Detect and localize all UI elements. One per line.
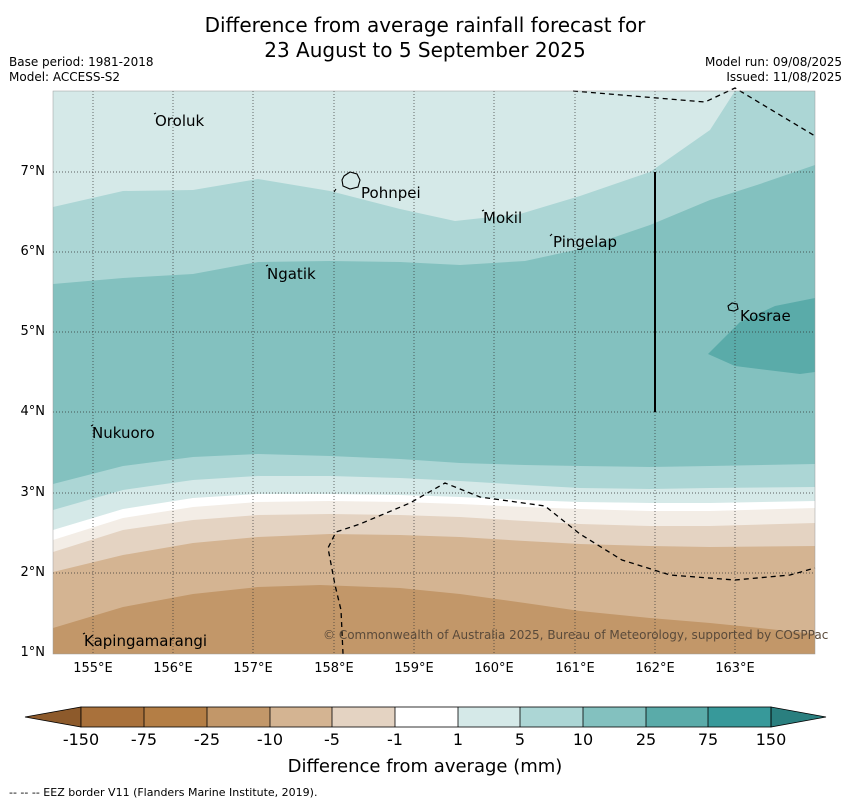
colorbar [24,706,827,728]
rainfall-contours [53,91,815,654]
eez-footnote: -- -- -- EEZ border V11 (Flanders Marine… [9,786,318,799]
lon-label-155e: 155°E [73,661,113,676]
title-line-2: 23 August to 5 September 2025 [264,38,586,62]
place-label-kapingamarangi: Kapingamarangi [84,632,208,650]
eez-borders [327,87,816,655]
colorbar-swatch-5 [332,707,395,727]
place-label-mokil: Mokil [483,209,523,227]
place-label-nukuoro: Nukuoro [92,424,155,442]
colorbar-swatch-10 [646,707,708,727]
lon-label-161e: 161°E [555,661,595,676]
lat-label-4n: 4°N [20,404,46,419]
colorbar-tick-75: 75 [697,730,719,749]
colorbar-extend-high [770,706,827,728]
model-name: Model: ACCESS-S2 [9,70,121,84]
base-period: Base period: 1981-2018 [9,55,154,69]
lat-label-7n: 7°N [20,164,46,179]
colorbar-swatch-11 [708,707,771,727]
meta-left: Base period: 1981-2018 Model: ACCESS-S2 [9,55,154,85]
lon-label-160e: 160°E [474,661,514,676]
lon-label-162e: 162°E [635,661,675,676]
colorbar-swatch-3 [207,707,270,727]
colorbar-swatch-4 [270,707,332,727]
band-minus75-minus25 [53,585,815,654]
colorbar-tick-150: 150 [755,730,787,749]
colorbar-swatch-8 [520,707,583,727]
map-frame [52,90,816,655]
meta-right: Model run: 09/08/2025 Issued: 11/08/2025 [705,55,842,85]
colorbar-swatch-1 [81,707,144,727]
colorbar-tick-minus1: -1 [387,730,403,749]
gridlines [53,91,815,654]
colorbar-swatch-7 [458,707,520,727]
lat-label-2n: 2°N [20,565,46,580]
colorbar-tick-5: 5 [514,730,526,749]
colorbar-title: Difference from average (mm) [287,756,563,777]
issued-date: Issued: 11/08/2025 [726,70,842,84]
lon-label-163e: 163°E [715,661,755,676]
model-run: Model run: 09/08/2025 [704,55,842,69]
place-label-kosrae: Kosrae [740,307,791,325]
colorbar-swatch-2 [144,707,207,727]
place-label-oroluk: Oroluk [155,112,205,130]
lat-label-3n: 3°N [20,485,46,500]
place-label-ngatik: Ngatik [267,265,316,283]
lat-label-1n: 1°N [20,645,46,660]
colorbar-swatch-9 [583,707,646,727]
title-line-1: Difference from average rainfall forecas… [204,13,646,37]
place-label-pohnpei: Pohnpei [361,184,421,202]
colorbar-tick-25: 25 [635,730,657,749]
colorbar-tick-minus150: -150 [62,730,100,749]
lat-label-6n: 6°N [20,244,46,259]
colorbar-tick-1: 1 [452,730,464,749]
colorbar-extend-low [24,706,82,728]
copyright-notice: © Commonwealth of Australia 2025, Bureau… [323,628,829,642]
map-title: Difference from average rainfall forecas… [0,13,850,63]
lon-label-159e: 159°E [394,661,434,676]
lon-label-158e: 158°E [314,661,354,676]
lon-label-157e: 157°E [233,661,273,676]
islands [82,112,739,635]
colorbar-tick-minus75: -75 [130,730,158,749]
colorbar-tick-minus25: -25 [193,730,221,749]
place-label-pingelap: Pingelap [553,233,618,251]
colorbar-tick-minus10: -10 [256,730,284,749]
pohnpei-island [341,171,361,190]
colorbar-tick-10: 10 [572,730,594,749]
kosrae-island [727,302,739,312]
colorbar-tick-minus5: -5 [324,730,340,749]
lat-label-5n: 5°N [20,324,46,339]
colorbar-swatch-6 [395,707,458,727]
lon-label-156e: 156°E [153,661,193,676]
